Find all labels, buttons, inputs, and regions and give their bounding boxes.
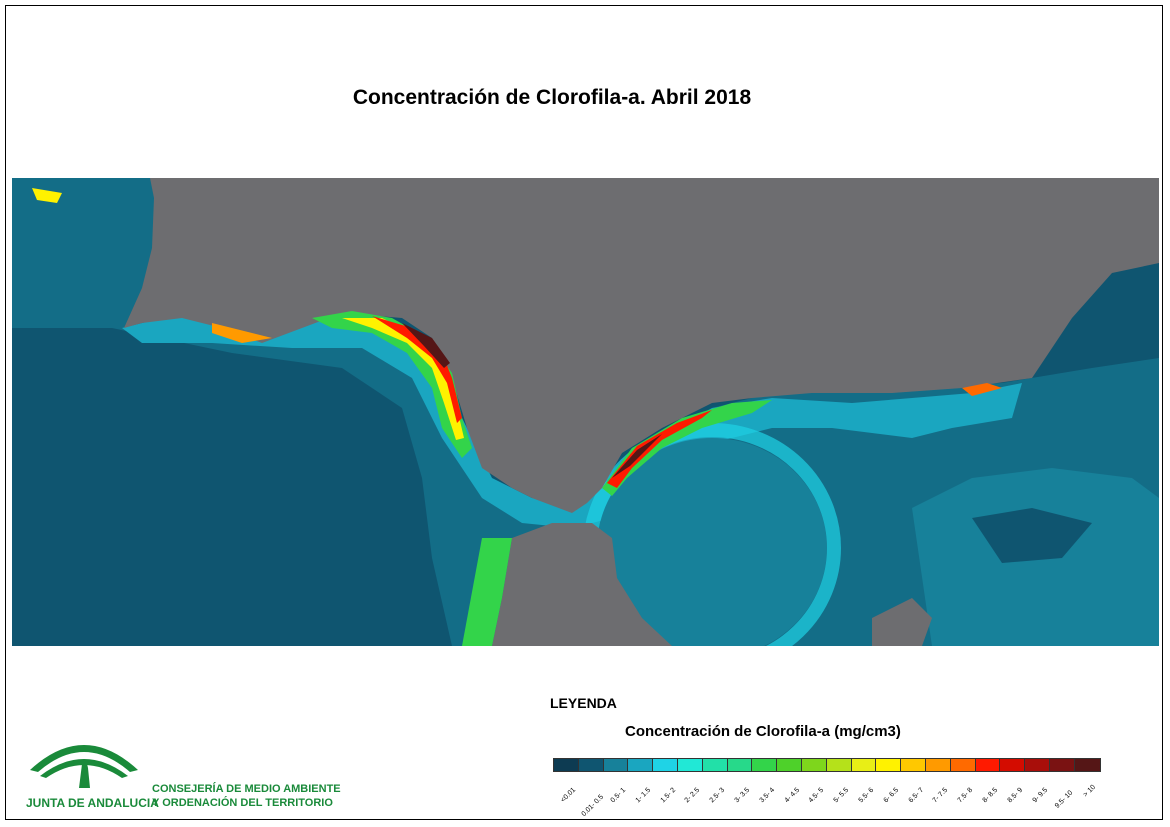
legend-swatch (851, 759, 877, 771)
legend-swatch (801, 759, 827, 771)
legend-label: 3.5- 4 (758, 786, 776, 805)
legend-swatch (876, 759, 902, 771)
junta-logo-name: JUNTA DE ANDALUCIA (26, 796, 159, 810)
legend-label: 7.5- 8 (956, 786, 975, 805)
legend-swatch (578, 759, 604, 771)
legend-swatch (1049, 759, 1075, 771)
junta-logo (24, 728, 144, 790)
peak-chl-west (402, 323, 450, 368)
very-high-chl-west (342, 318, 464, 440)
legend-label: 5.5- 6 (857, 786, 876, 805)
legend-label: 1- 1.5 (634, 786, 652, 805)
legend-heading: LEYENDA (550, 695, 617, 711)
legend-label: 7- 7.5 (931, 786, 950, 805)
african-land-east (872, 598, 932, 646)
map-title: Concentración de Clorofila-a. Abril 2018 (352, 86, 752, 109)
legend-swatch (925, 759, 951, 771)
african-land-west (492, 523, 672, 646)
legend-swatch (975, 759, 1001, 771)
legend-swatch (628, 759, 654, 771)
legend-swatch (554, 759, 579, 771)
legend-swatch (901, 759, 926, 771)
legend-swatch (950, 759, 976, 771)
legend-swatch (1025, 759, 1050, 771)
legend-label: 4.5- 5 (807, 786, 826, 805)
legend-swatch (653, 759, 678, 771)
legend-label: 1.5- 2 (659, 786, 677, 805)
legend-swatch (702, 759, 728, 771)
legend-swatch (826, 759, 852, 771)
ministry-line-1: CONSEJERÍA DE MEDIO AMBIENTE (152, 783, 341, 795)
ministry-name: CONSEJERÍA DE MEDIO AMBIENTE Y ORDENACIÓ… (152, 782, 341, 810)
extreme-chl-east (607, 410, 712, 488)
legend-label: 9- 9.5 (1031, 786, 1049, 805)
deep-west-basin (12, 328, 452, 646)
peak-chl-east (612, 434, 662, 478)
eastern-deep-patch (972, 508, 1092, 563)
high-chl-moroccan-coast (462, 538, 512, 646)
high-chl-bay (212, 323, 272, 343)
legend-scale-labels: <0.01 0.01- 0.5 0.5- 1 1- 1.5 1.5- 2 2- 2.5 2.… (553, 774, 1099, 818)
legend-label: 6.5- 7 (907, 786, 925, 805)
legend-label: 5- 5.5 (832, 786, 851, 805)
legend-swatch (677, 759, 703, 771)
legend-label: 9.5- 10 (1054, 789, 1075, 810)
legend-label: 3- 3.5 (733, 786, 752, 805)
legend-color-scale (553, 758, 1101, 772)
legend-label: <0.01 (560, 786, 578, 805)
legend-label: 8- 8.5 (981, 786, 1000, 805)
coastal-shelf-band (122, 313, 1022, 528)
legend-swatch (1000, 759, 1026, 771)
legend-label: 0.5- 1 (609, 786, 628, 805)
junta-logo-icon (30, 745, 138, 788)
map-canvas (12, 178, 1159, 646)
legend-label: 8.5- 9 (1006, 786, 1024, 805)
legend-label: 2- 2.5 (683, 786, 702, 805)
legend-label: 2.5- 3 (708, 786, 727, 805)
ministry-line-2: Y ORDENACIÓN DEL TERRITORIO (152, 797, 333, 809)
chl-spot-nw (32, 188, 62, 203)
legend-subtitle: Concentración de Clorofila-a (mg/cm3) (625, 723, 901, 740)
legend-label: 4- 4.5 (783, 786, 801, 805)
eastern-gyre (597, 438, 827, 646)
legend-label: 6- 6.5 (882, 786, 900, 805)
legend-label: > 10 (1082, 783, 1098, 799)
legend-swatch (1074, 759, 1100, 771)
legend-swatch (777, 759, 802, 771)
high-chl-east-point (962, 383, 1002, 396)
iberian-land (124, 178, 1159, 513)
chlorophyll-map[interactable] (12, 178, 1159, 646)
legend-swatch (727, 759, 753, 771)
legend-swatch (752, 759, 778, 771)
legend-swatch (603, 759, 629, 771)
